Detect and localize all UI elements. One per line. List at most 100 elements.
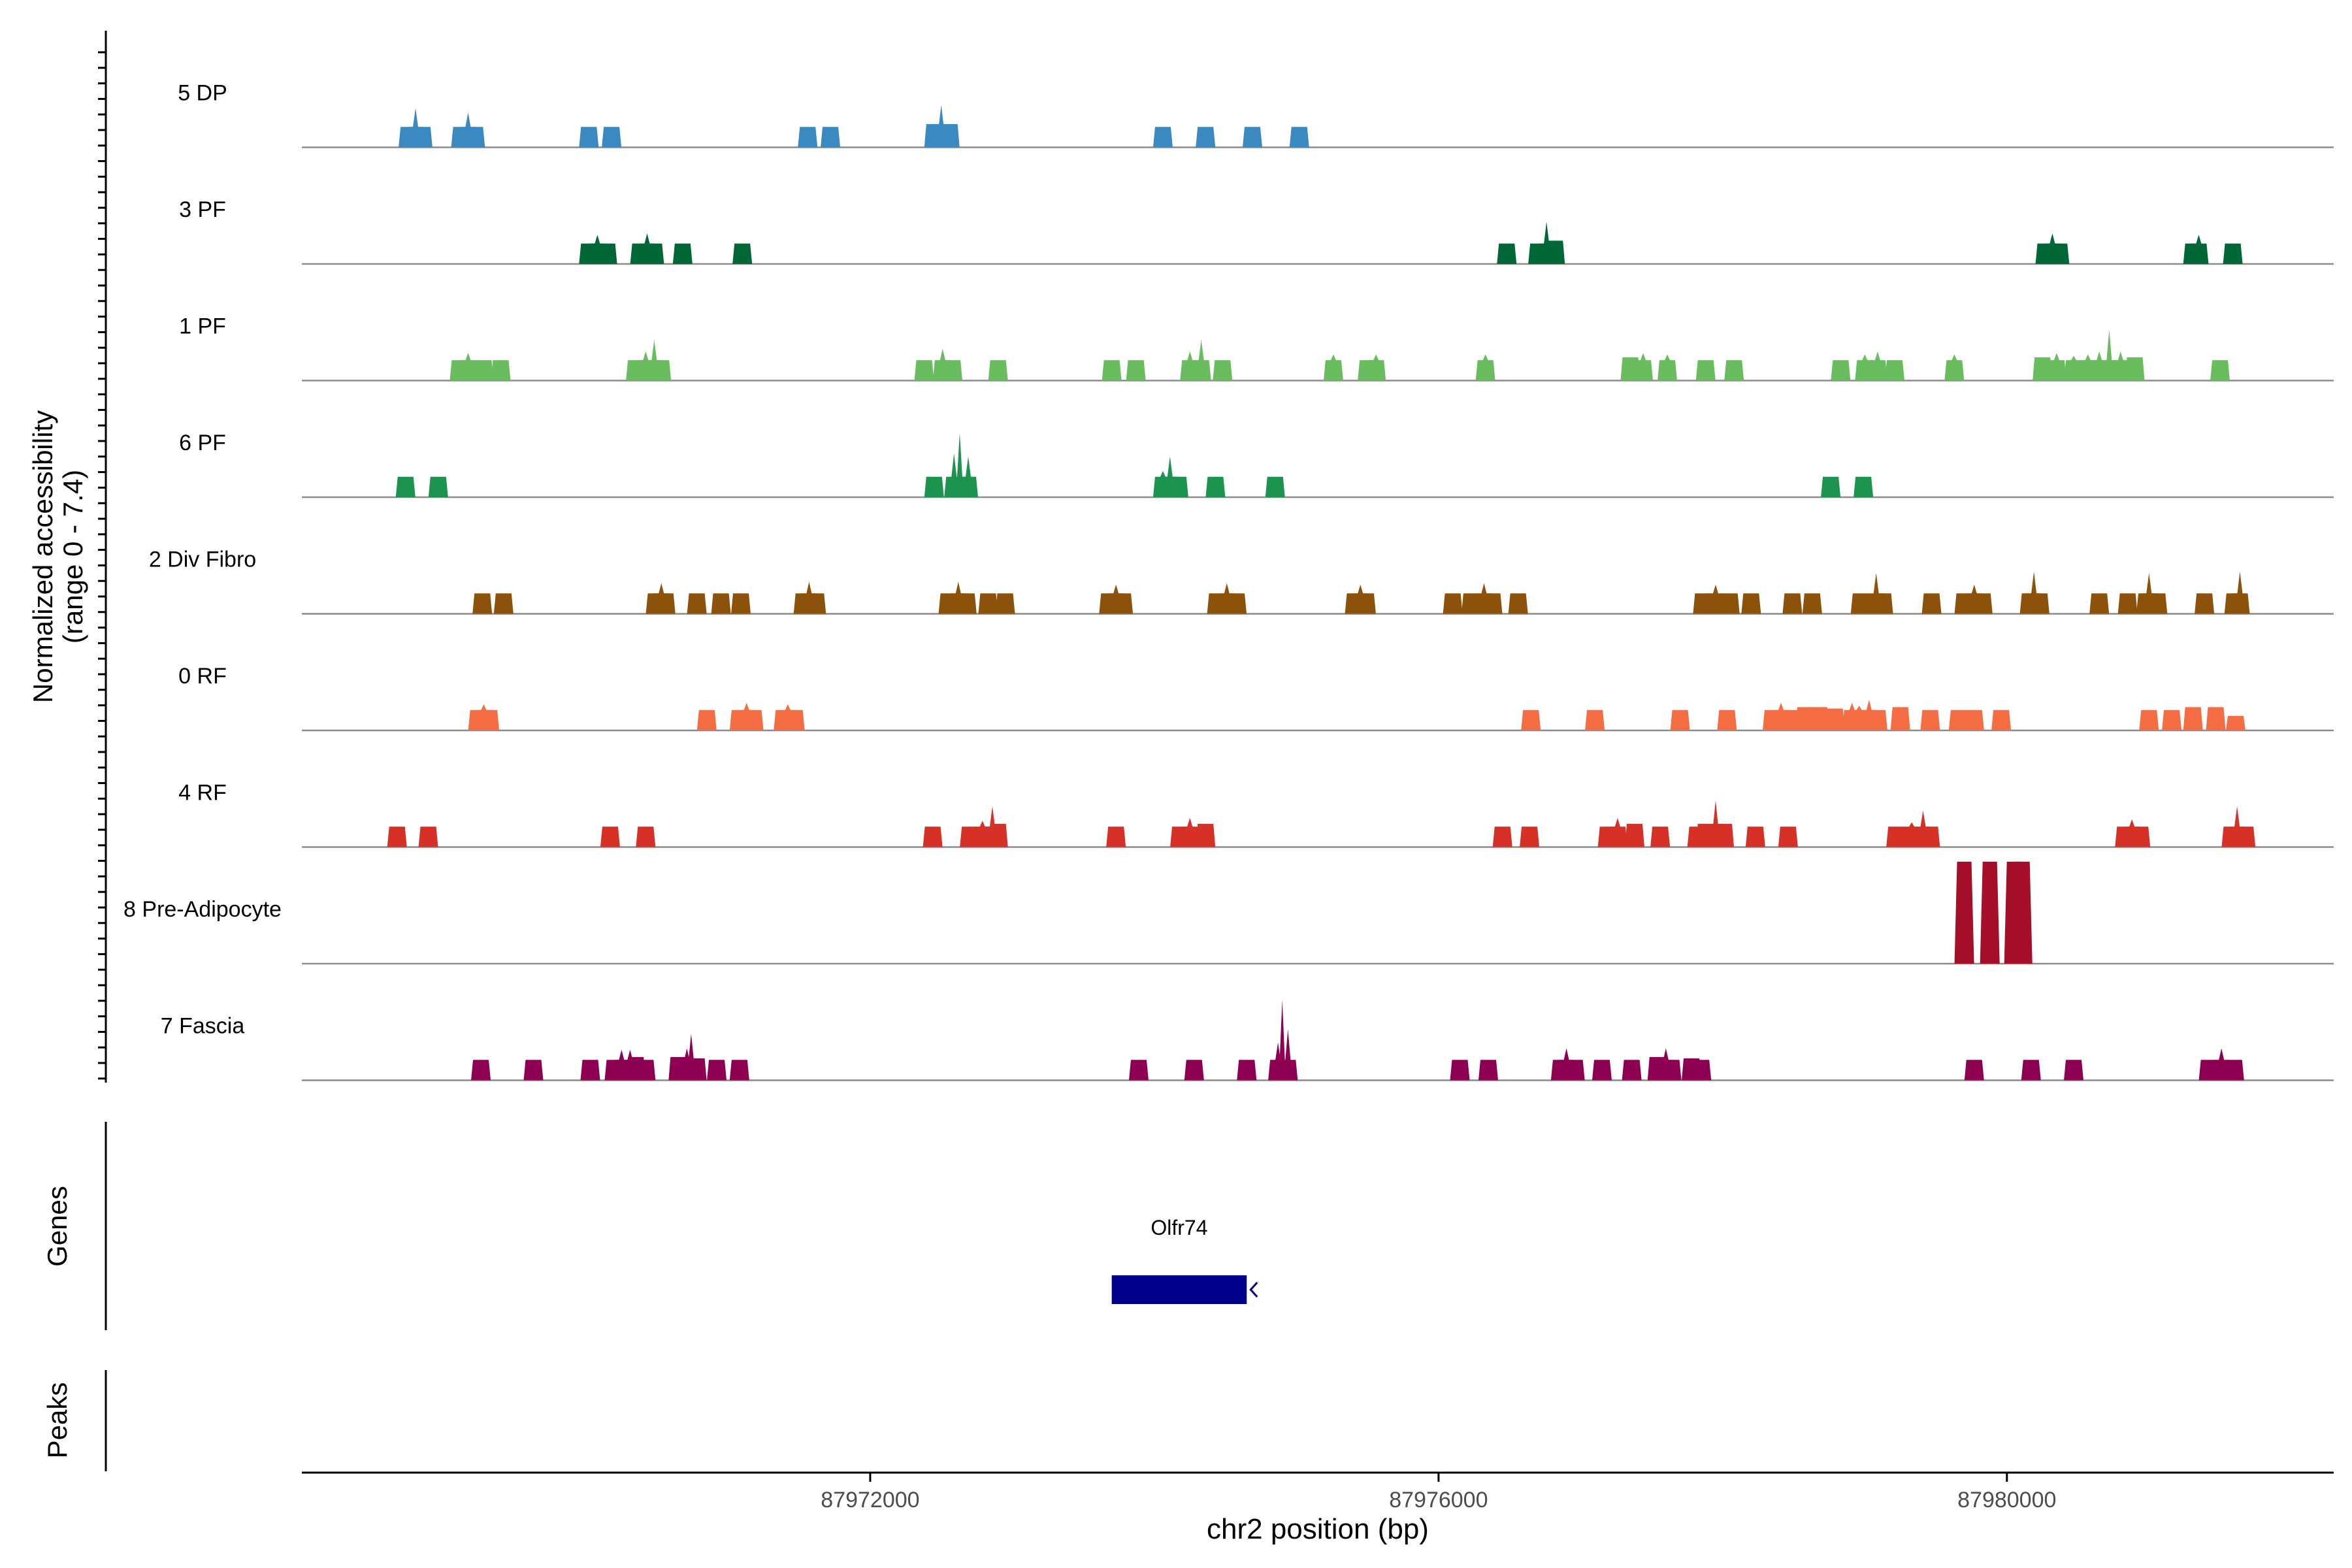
coverage-peak xyxy=(2236,826,2256,847)
coverage-peak xyxy=(707,1060,727,1081)
coverage-peak xyxy=(1884,360,1904,381)
coverage-peak xyxy=(939,123,960,148)
track-4-rf: 4 RF xyxy=(178,781,2334,848)
coverage-peak xyxy=(1237,1060,1257,1081)
gene-strand-arrow xyxy=(1249,1281,1258,1298)
track-label: 0 RF xyxy=(178,664,227,689)
track-6-pf: 6 PF xyxy=(179,431,2334,498)
coverage-peak xyxy=(943,360,963,381)
coverage-peak xyxy=(580,1060,600,1081)
coverage-peak xyxy=(2224,1060,2244,1081)
coverage-peak xyxy=(2089,593,2110,614)
coverage-peak xyxy=(1102,360,1122,381)
coverage-peak xyxy=(465,127,485,148)
coverage-peak xyxy=(1585,710,1605,730)
coverage-peak xyxy=(2125,357,2145,381)
coverage-peak xyxy=(2183,707,2203,730)
coverage-peak xyxy=(2225,715,2246,730)
coverage-tracks: 5 DP 3 PF 1 PF 6 PF 2 Div Fibro 0 RF 4 RF 8 Pre… xyxy=(123,81,2334,1081)
coverage-peak xyxy=(1831,360,1851,381)
gene-olfr74: Olfr74 xyxy=(1111,1216,1258,1304)
coverage-peak xyxy=(1168,476,1188,497)
coverage-peak xyxy=(958,456,978,497)
coverage-peak xyxy=(2189,235,2209,264)
peaks-panel-label: Peaks xyxy=(42,1382,73,1459)
coverage-peak xyxy=(2148,593,2168,614)
coverage-peak xyxy=(821,127,841,148)
coverage-peak xyxy=(1802,593,1822,614)
coverage-peak xyxy=(2033,357,2053,381)
coverage-peak xyxy=(428,476,448,497)
coverage-peak xyxy=(1213,360,1233,381)
track-0-rf: 0 RF xyxy=(178,664,2334,732)
coverage-peak xyxy=(956,593,977,614)
coverage-peak xyxy=(1521,710,1541,730)
gene-name-label: Olfr74 xyxy=(1151,1216,1207,1239)
coverage-peak xyxy=(493,593,514,614)
track-7-fascia: 7 Fascia xyxy=(161,1000,2334,1081)
track-label: 7 Fascia xyxy=(161,1014,245,1039)
track-label: 8 Pre-Adipocyte xyxy=(123,897,282,922)
coverage-peak xyxy=(1691,1060,1712,1081)
coverage-peak xyxy=(1278,1029,1298,1081)
coverage-peak xyxy=(1624,823,1644,847)
coverage-peak xyxy=(1964,710,1984,730)
coverage-peak xyxy=(1886,826,1906,847)
coverage-peak xyxy=(1724,360,1744,381)
coverage-peak xyxy=(636,826,656,847)
coverage-peak xyxy=(1920,710,1940,730)
coverage-peak xyxy=(1478,1060,1498,1081)
coverage-peak xyxy=(1289,127,1309,148)
gene-annotations: Olfr74 xyxy=(1111,1216,1258,1304)
coverage-peak xyxy=(1633,353,1654,381)
coverage-peak xyxy=(458,353,478,381)
coverage-peak xyxy=(1980,861,2000,964)
coverage-peak xyxy=(2046,353,2066,381)
coverage-peak xyxy=(1948,710,1968,730)
coverage-peak xyxy=(995,593,1015,614)
coverage-peak xyxy=(480,710,500,730)
y-axis-label-line1: Normalized accessibility xyxy=(27,410,58,703)
coverage-peak xyxy=(644,243,664,264)
coverage-peak xyxy=(729,1060,749,1081)
coverage-peak xyxy=(743,710,764,730)
coverage-peak xyxy=(1622,1060,1642,1081)
coverage-peak xyxy=(2064,1060,2084,1081)
coverage-peak xyxy=(988,823,1008,847)
gene-body xyxy=(1111,1275,1247,1304)
coverage-peak xyxy=(2064,355,2084,381)
coverage-peak xyxy=(597,243,617,264)
coverage-peak xyxy=(2029,593,2050,614)
coverage-peak xyxy=(1867,710,1887,730)
coverage-peak xyxy=(636,1060,656,1081)
coverage-peak xyxy=(472,593,493,614)
coverage-peak xyxy=(1152,127,1173,148)
coverage-peak xyxy=(1545,240,1565,264)
coverage-peak xyxy=(651,360,672,381)
coverage-peak xyxy=(1508,593,1528,614)
coverage-peak xyxy=(2021,1060,2041,1081)
coverage-peak xyxy=(1482,593,1503,614)
y-axis-ticks xyxy=(98,51,106,1080)
coverage-peak xyxy=(2139,710,2159,730)
coverage-peak xyxy=(1972,593,1993,614)
track-label: 1 PF xyxy=(179,314,226,339)
track-label: 6 PF xyxy=(179,431,226,455)
coverage-peak xyxy=(711,593,731,614)
coverage-peak xyxy=(1705,584,1725,614)
track-5-dp: 5 DP xyxy=(178,81,2334,148)
coverage-peak xyxy=(1196,127,1216,148)
coverage-peak xyxy=(798,127,818,148)
coverage-peak xyxy=(523,1060,544,1081)
coverage-peak xyxy=(1964,1060,1984,1081)
coverage-peak xyxy=(1356,593,1376,614)
coverage-peak xyxy=(1196,823,1216,847)
coverage-peak xyxy=(1809,707,1829,730)
coverage-peak xyxy=(2012,861,2033,964)
coverage-peak xyxy=(1520,826,1540,847)
coverage-peak xyxy=(1492,826,1512,847)
coverage-peak xyxy=(696,710,717,730)
coverage-peak xyxy=(1650,826,1671,847)
